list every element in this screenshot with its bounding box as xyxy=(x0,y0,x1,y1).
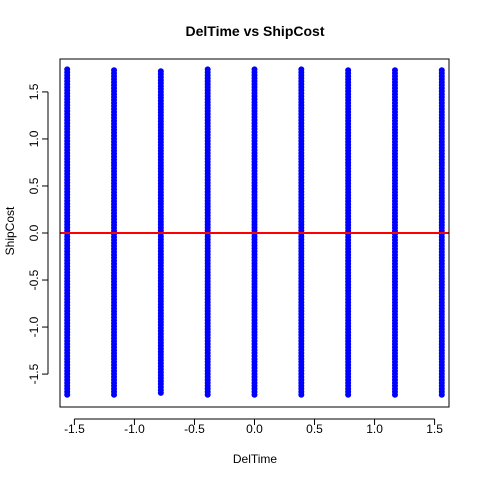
data-points xyxy=(64,66,445,398)
x-tick-label: -0.5 xyxy=(184,422,205,436)
y-tick-label: -0.5 xyxy=(27,269,41,290)
y-tick-label: 0.0 xyxy=(27,224,41,241)
x-tick-label: -1.5 xyxy=(64,422,85,436)
data-point xyxy=(64,66,71,73)
y-tick-label: 1.0 xyxy=(27,130,41,147)
plot-frame xyxy=(59,58,450,408)
point-column xyxy=(251,66,258,398)
point-column xyxy=(204,66,211,398)
x-tick-label: -1.0 xyxy=(124,422,145,436)
data-point xyxy=(251,66,258,73)
y-tick-label: -1.0 xyxy=(27,316,41,337)
x-axis: -1.5 -1.0 -0.5 0.0 0.5 1.0 1.5 xyxy=(64,418,443,436)
data-point xyxy=(298,66,305,73)
x-tick-label: 0.0 xyxy=(246,422,263,436)
chart-title: DelTime vs ShipCost xyxy=(185,23,324,39)
data-point xyxy=(111,67,118,74)
y-tick-label: 1.5 xyxy=(27,83,41,100)
x-tick-label: 0.5 xyxy=(306,422,323,436)
point-column xyxy=(64,66,71,398)
data-point xyxy=(345,67,352,74)
data-point xyxy=(157,68,164,75)
point-column xyxy=(157,68,164,396)
point-column xyxy=(345,67,352,398)
x-tick-label: 1.5 xyxy=(426,422,443,436)
point-column xyxy=(438,67,445,398)
y-tick-label: 0.5 xyxy=(27,177,41,194)
y-axis: -1.5 -1.0 -0.5 0.0 0.5 1.0 1.5 xyxy=(27,83,49,384)
point-column xyxy=(111,67,118,398)
point-column xyxy=(391,67,398,398)
y-tick-label: -1.5 xyxy=(27,363,41,384)
x-tick-label: 1.0 xyxy=(366,422,383,436)
data-point xyxy=(391,67,398,74)
x-axis-label: DelTime xyxy=(233,452,278,466)
data-point xyxy=(438,67,445,74)
y-axis-label: ShipCost xyxy=(3,206,17,255)
plot-area: -1.5 -1.0 -0.5 0.0 0.5 1.0 1.5 -1.5 -1.0 -0.5 0.0 0… xyxy=(27,58,450,436)
data-point xyxy=(204,66,211,73)
